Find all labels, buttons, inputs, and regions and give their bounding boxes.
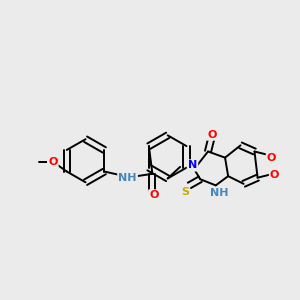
Text: N: N: [188, 160, 197, 170]
Text: NH: NH: [210, 188, 228, 198]
Text: O: O: [149, 190, 159, 200]
Text: O: O: [48, 157, 58, 167]
Text: S: S: [181, 187, 189, 196]
Text: O: O: [270, 169, 279, 180]
Text: O: O: [207, 130, 217, 140]
Text: NH: NH: [118, 173, 137, 183]
Text: O: O: [267, 153, 276, 163]
